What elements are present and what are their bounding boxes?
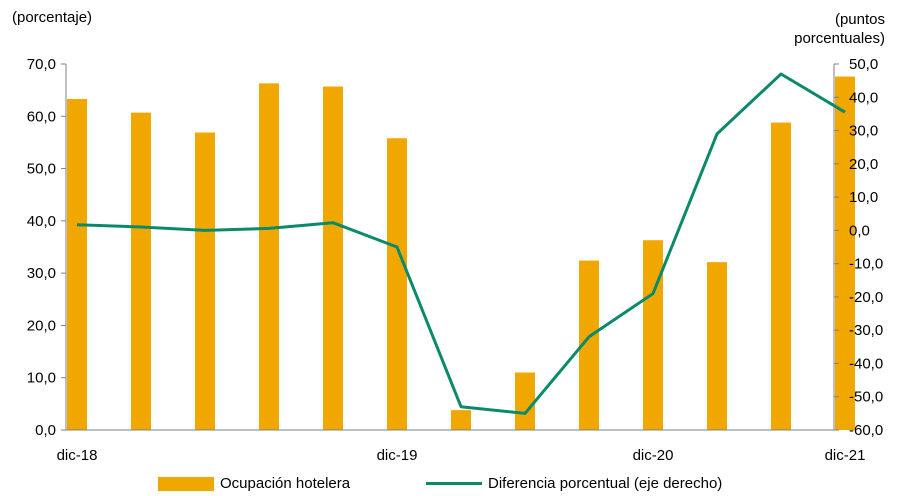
- x-tick-label: dic-18: [57, 447, 98, 464]
- left-axis-ticks: 0,0 10,0 20,0 30,0 40,0 50,0 60,0 70,0: [27, 56, 66, 439]
- bar: [643, 240, 663, 430]
- left-tick-label: 50,0: [27, 161, 56, 178]
- right-tick-label: -50,0: [849, 389, 883, 406]
- x-tick-label: dic-20: [633, 447, 674, 464]
- bar: [323, 86, 343, 431]
- right-axis-unit-line2: porcentuales): [794, 30, 885, 47]
- right-tick-label: 20,0: [849, 156, 878, 173]
- right-tick-label: -60,0: [849, 422, 883, 439]
- right-tick-label: 10,0: [849, 189, 878, 206]
- bar: [195, 132, 215, 430]
- legend-item-line: Diferencia porcentual (eje derecho): [426, 475, 722, 492]
- line-series-group: [76, 72, 846, 415]
- right-tick-label: -40,0: [849, 355, 883, 372]
- combo-chart: 0,0 10,0 20,0 30,0 40,0 50,0 60,0 70,0 -60,0 -50…: [27, 56, 883, 464]
- right-axis-unit-line1: (puntos: [834, 11, 885, 28]
- legend-bar-swatch: [158, 476, 214, 491]
- left-tick-label: 40,0: [27, 213, 56, 230]
- bar: [451, 410, 471, 430]
- left-tick-label: 10,0: [27, 370, 56, 387]
- right-tick-label: 40,0: [849, 89, 878, 106]
- right-tick-label: -20,0: [849, 289, 883, 306]
- right-tick-label: 30,0: [849, 123, 878, 140]
- left-tick-label: 30,0: [27, 265, 56, 282]
- right-tick-label: -10,0: [849, 256, 883, 273]
- bar: [515, 372, 535, 430]
- bar: [579, 260, 599, 430]
- x-tick-label: dic-19: [377, 447, 418, 464]
- right-tick-label: -30,0: [849, 322, 883, 339]
- bar: [835, 76, 855, 430]
- axes-group: [65, 64, 835, 431]
- left-axis-unit: (porcentaje): [12, 9, 93, 26]
- left-tick-label: 20,0: [27, 317, 56, 334]
- legend-line-label: Diferencia porcentual (eje derecho): [488, 475, 723, 492]
- right-axis-ticks: -60,0 -50,0 -40,0 -30,0 -20,0 -10,0 0,0 10,0 20,…: [834, 56, 883, 439]
- legend-bar-label: Ocupación hotelera: [220, 475, 351, 492]
- legend-line-swatch: [426, 482, 482, 485]
- right-tick-label: 0,0: [849, 222, 870, 239]
- bar: [67, 99, 87, 430]
- bar: [707, 262, 727, 430]
- right-tick-label: 50,0: [849, 56, 878, 73]
- x-axis-labels: dic-18 dic-19 dic-20 dic-21: [57, 447, 866, 464]
- bar: [387, 138, 407, 430]
- bar: [131, 112, 151, 430]
- right-axis-unit: (puntos porcentuales): [794, 10, 885, 48]
- x-tick-label: dic-21: [825, 447, 866, 464]
- legend: Ocupación hotelera Diferencia porcentual…: [0, 475, 897, 495]
- left-tick-label: 70,0: [27, 56, 56, 73]
- left-tick-label: 60,0: [27, 108, 56, 125]
- line-series-path: [76, 72, 846, 415]
- legend-item-bars: Ocupación hotelera: [158, 475, 350, 492]
- left-tick-label: 0,0: [35, 422, 56, 439]
- bar: [771, 122, 791, 430]
- bar: [259, 83, 279, 431]
- bars-group: [67, 76, 855, 431]
